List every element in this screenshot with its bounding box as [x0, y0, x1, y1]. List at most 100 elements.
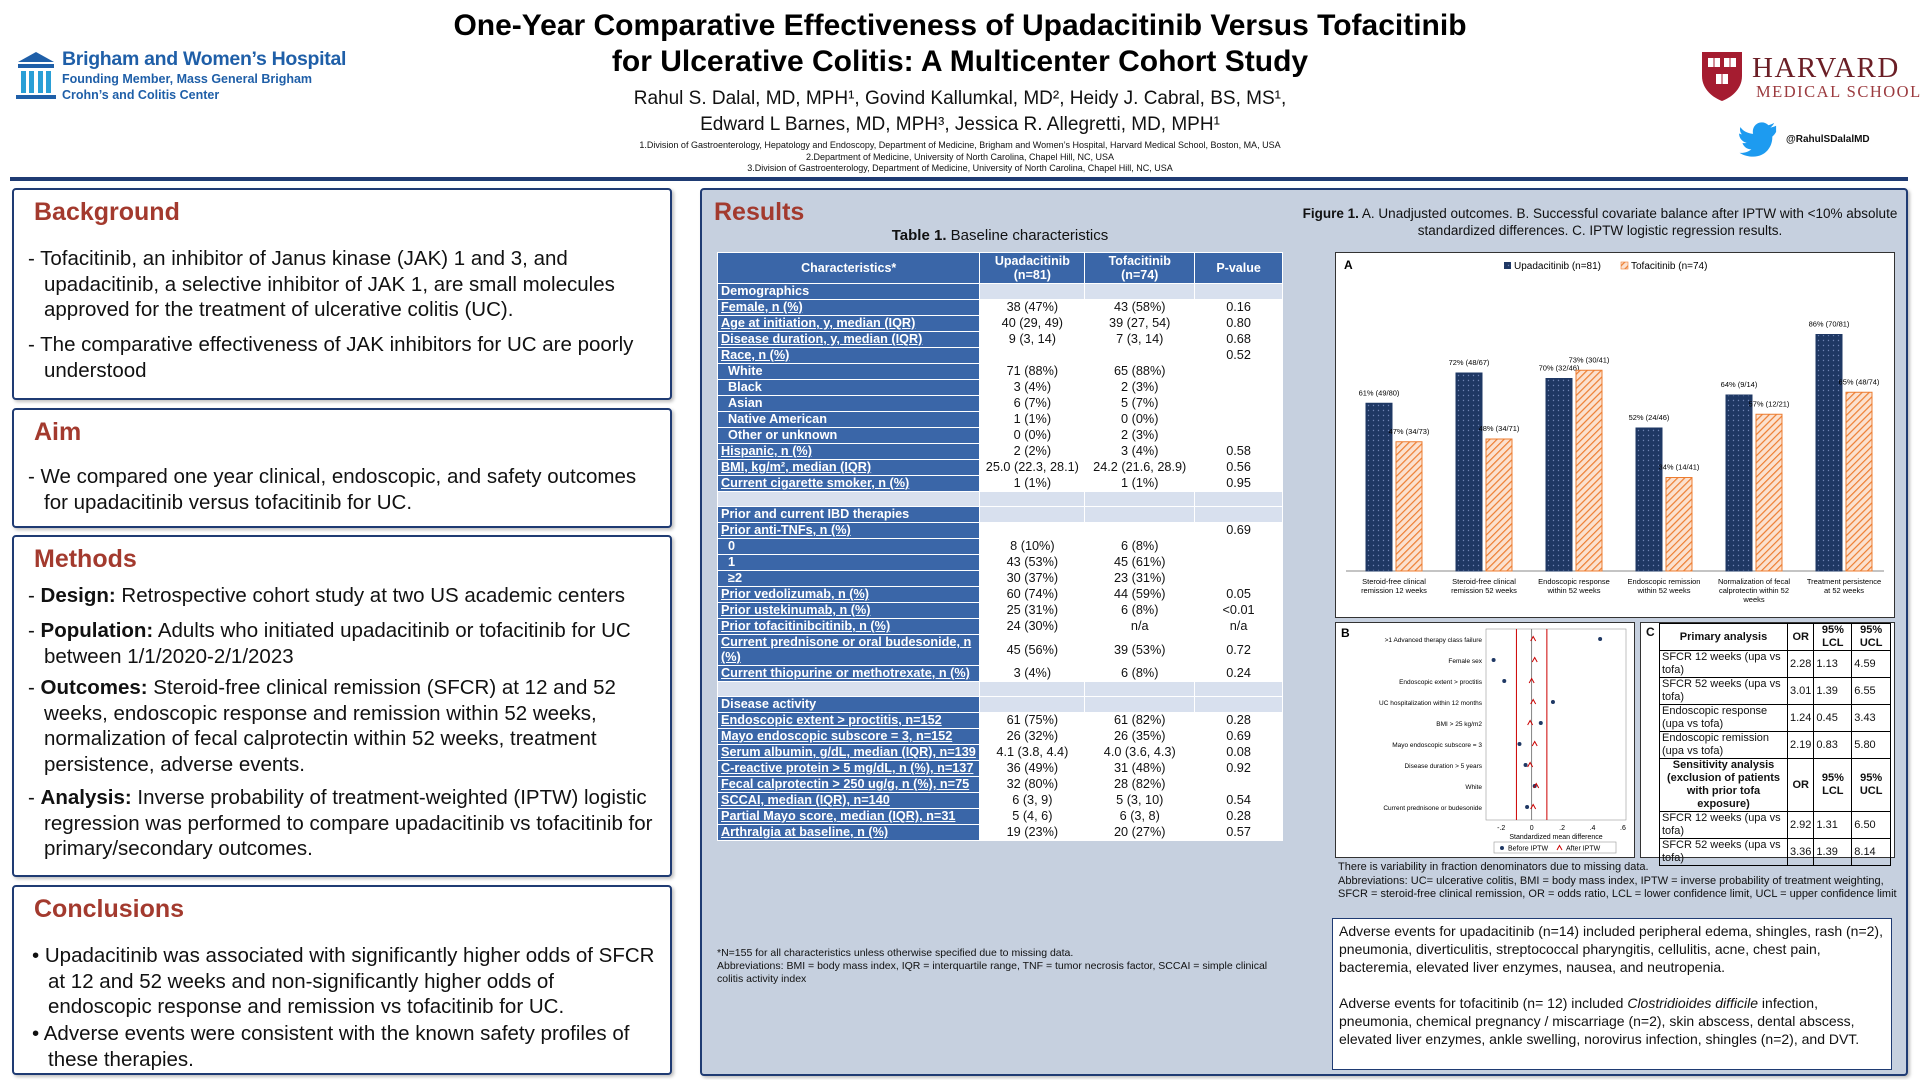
- table-cell-characteristic: Hispanic, n (%): [716, 443, 981, 460]
- table-cell-characteristic: Arthralgia at baseline, n (%): [716, 824, 981, 841]
- table-cell-value: 3 (4%): [979, 379, 1086, 396]
- bwh-logo: Brigham and Women’s Hospital Founding Me…: [14, 46, 354, 106]
- table-cell-value: [1194, 681, 1283, 697]
- table-cell-value: [979, 491, 1086, 507]
- table-row: BMI, kg/m², median (IQR) 25.0 (22.3, 28.1…: [716, 459, 1283, 476]
- x-tick-label: 0: [1530, 825, 1534, 832]
- bwh-name: Brigham and Women’s Hospital: [62, 48, 347, 70]
- table-row: [716, 681, 1283, 697]
- table-cell-value: n/a: [1194, 618, 1283, 635]
- table-cell-value: 0.54: [1194, 792, 1283, 809]
- methods-item-design: - Design: Retrospective cohort study at …: [28, 584, 626, 607]
- table-cell-characteristic: C-reactive protein > 5 mg/dL, n (%), n=1…: [716, 760, 981, 777]
- table-row: Prior tofacitinibcitinib, n (%) 24 (30%) n…: [716, 618, 1283, 635]
- table-cell-value: [1194, 776, 1283, 793]
- category-label: Steroid-free clinical remission 52 weeks: [1451, 577, 1517, 595]
- aim-panel: Aim - We compared one year clinical, end…: [12, 408, 672, 528]
- x-tick-label: -.2: [1497, 825, 1505, 832]
- or-table-value: 0.83: [1813, 731, 1853, 759]
- adverse-events-box: Adverse events for upadacitinib (n=14) i…: [1332, 918, 1892, 1070]
- table-cell-characteristic: Disease activity: [716, 696, 981, 713]
- table-cell-characteristic: Current cigarette smoker, n (%): [716, 475, 981, 492]
- bar-data-label: 47% (34/73): [1389, 427, 1430, 436]
- covariate-label: Endoscopic extent > proctitis: [1399, 679, 1483, 686]
- table-cell-characteristic: Age at initiation, y, median (IQR): [716, 315, 981, 332]
- affiliation-3: 3.Division of Gastroenterology, Departme…: [747, 163, 1173, 173]
- table-cell-value: 0.68: [1194, 331, 1283, 348]
- figure-footnote: There is variability in fraction denomin…: [1338, 861, 1898, 902]
- table-note-2: Abbreviations: BMI = body mass index, IQ…: [717, 960, 1268, 985]
- or-table-header-cell: Sensitivity analysis (exclusion of patie…: [1659, 758, 1788, 812]
- table-cell-characteristic: 1: [716, 554, 981, 571]
- background-bullet-2: - The comparative effectiveness of JAK i…: [28, 333, 634, 382]
- bar-upadacitinib: [1455, 372, 1483, 572]
- legend-after-marker: [1556, 844, 1563, 851]
- table-cell-value: [1194, 379, 1283, 396]
- or-table-value: 1.39: [1813, 677, 1853, 705]
- point-after-iptw: [1531, 656, 1538, 663]
- conclusions-bullet-2-text: Adverse events were consistent with the …: [43, 1022, 630, 1071]
- table-cell-value: 25.0 (22.3, 28.1): [979, 459, 1086, 476]
- table-row: Disease activity: [716, 696, 1283, 713]
- bar-data-label: 73% (30/41): [1569, 355, 1610, 364]
- covariate-label: Current prednisone or budesonide: [1383, 805, 1482, 812]
- figure-a-label: A: [1344, 258, 1353, 272]
- or-table-value: 2.28: [1786, 650, 1815, 678]
- or-table-header-row: Primary analysis OR 95% LCL 95% UCL: [1659, 623, 1891, 651]
- or-table-value: 2.92: [1786, 811, 1815, 839]
- table-cell-value: 3 (4%): [979, 665, 1086, 682]
- methods-population-label: Population:: [40, 619, 154, 642]
- category-label: Normalization of fecal calprotectin withi…: [1718, 577, 1790, 604]
- category-label: Steroid-free clinical remission 12 weeks: [1361, 577, 1427, 595]
- figure-c-or-table: Primary analysis OR 95% LCL 95% UCL SFCR 12 …: [1659, 623, 1891, 866]
- or-table-value: 8.14: [1851, 838, 1891, 866]
- figure-caption: Figure 1. A. Unadjusted outcomes. B. Suc…: [1300, 205, 1900, 239]
- legend-swatch-upadacitinib: [1504, 262, 1511, 269]
- point-before-iptw: [1598, 637, 1603, 641]
- or-table-header-cell: 95% UCL: [1851, 623, 1891, 651]
- table-cell-value: n/a: [1084, 618, 1196, 635]
- table-caption-label: Table 1.: [891, 227, 947, 244]
- or-table-outcome: SFCR 52 weeks (upa vs tofa): [1659, 838, 1788, 866]
- table-row: Female, n (%) 38 (47%) 43 (58%) 0.16: [716, 299, 1283, 316]
- legend-before-marker: [1500, 846, 1504, 850]
- figure-b-balance-plot: B >1 Advanced therapy class failure Female…: [1341, 626, 1627, 854]
- table-cell-value: 1 (1%): [979, 411, 1086, 428]
- table-cell-value: 71 (88%): [979, 363, 1086, 380]
- methods-heading: Methods: [34, 545, 137, 573]
- table-cell-value: 26 (35%): [1084, 728, 1196, 745]
- table-row: Race, n (%) 0.52: [716, 347, 1283, 364]
- table-cell-value: [979, 522, 1086, 539]
- or-table-row: SFCR 52 weeks (upa vs tofa) 3.01 1.39 6.55: [1659, 677, 1891, 705]
- ae-tofa-pre: Adverse events for tofacitinib (n= 12) i…: [1339, 995, 1628, 1011]
- x-tick-label: .4: [1590, 825, 1596, 832]
- table-cell-value: 5 (7%): [1084, 395, 1196, 412]
- table-cell-value: 24 (30%): [979, 618, 1086, 635]
- table-cell-value: [1084, 696, 1196, 713]
- twitter-handle[interactable]: @RahulSDalalMD: [1786, 134, 1870, 145]
- table-row: 1 43 (53%) 45 (61%): [716, 554, 1283, 571]
- or-table-value: 1.24: [1786, 704, 1815, 732]
- bar-data-label: 48% (34/71): [1479, 424, 1520, 433]
- table-row: Demographics: [716, 283, 1283, 300]
- table-row: Current cigarette smoker, n (%) 1 (1%) 1 (…: [716, 475, 1283, 492]
- table-cell-value: 3 (4%): [1084, 443, 1196, 460]
- table-cell-value: <0.01: [1194, 602, 1283, 619]
- bwh-sub2: Crohn’s and Colitis Center: [62, 88, 220, 102]
- covariate-label: >1 Advanced therapy class failure: [1385, 637, 1483, 644]
- table-cell-value: [979, 681, 1086, 697]
- figure-note-1: There is variability in fraction denomin…: [1338, 861, 1649, 873]
- twitter-contact[interactable]: @RahulSDalalMD: [1738, 122, 1918, 158]
- table-cell-characteristic: Current prednisone or oral budesonide, n…: [716, 634, 981, 666]
- or-table-header-cell: 95% LCL: [1813, 623, 1853, 651]
- table-cell-value: 61 (82%): [1084, 712, 1196, 729]
- figure-note-2: Abbreviations: UC= ulcerative colitis, B…: [1338, 874, 1897, 901]
- affiliations: 1.Division of Gastroenterology, Hepatolo…: [500, 140, 1420, 175]
- category-label: Endoscopic response within 52 weeks: [1538, 577, 1610, 595]
- table-cell-characteristic: [716, 681, 981, 697]
- point-before-iptw: [1491, 658, 1496, 662]
- bwh-building-icon: [16, 52, 56, 99]
- methods-item-population: - Population: Adults who initiated upada…: [28, 619, 631, 668]
- table-cell-value: [1194, 411, 1283, 428]
- table-note-1: *N=155 for all characteristics unless ot…: [717, 947, 1074, 959]
